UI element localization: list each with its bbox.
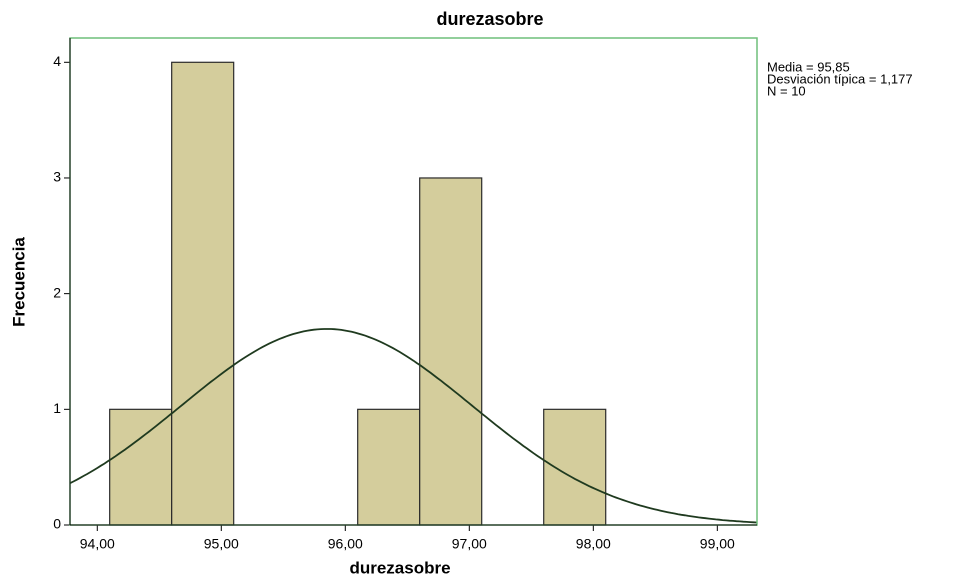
- y-tick-label: 1: [53, 400, 61, 416]
- bar: [171, 61, 235, 526]
- y-tick-label: 0: [53, 516, 61, 532]
- x-tick-label: 98,00: [576, 536, 611, 552]
- y-tick-label: 2: [53, 284, 61, 300]
- normal-curve: [69, 328, 758, 524]
- bar: [419, 177, 483, 526]
- x-tick-label: 97,00: [452, 536, 487, 552]
- x-tick-label: 96,00: [328, 536, 363, 552]
- x-tick-label: 99,00: [700, 536, 735, 552]
- y-axis-label: Frecuencia: [9, 237, 28, 327]
- x-axis-label: durezasobre: [349, 558, 450, 577]
- bar: [109, 408, 173, 526]
- stat-annotation: N = 10: [767, 83, 806, 98]
- y-tick-label: 3: [53, 169, 61, 185]
- x-tick-label: 94,00: [80, 536, 115, 552]
- bar: [357, 408, 421, 526]
- chart-title: durezasobre: [436, 9, 543, 29]
- x-tick-label: 95,00: [204, 536, 239, 552]
- y-tick-label: 4: [53, 53, 61, 69]
- stat-annotation: Media = 95,85: [767, 59, 850, 74]
- stat-annotation: Desviación típica = 1,177: [767, 71, 913, 86]
- bar: [543, 408, 607, 526]
